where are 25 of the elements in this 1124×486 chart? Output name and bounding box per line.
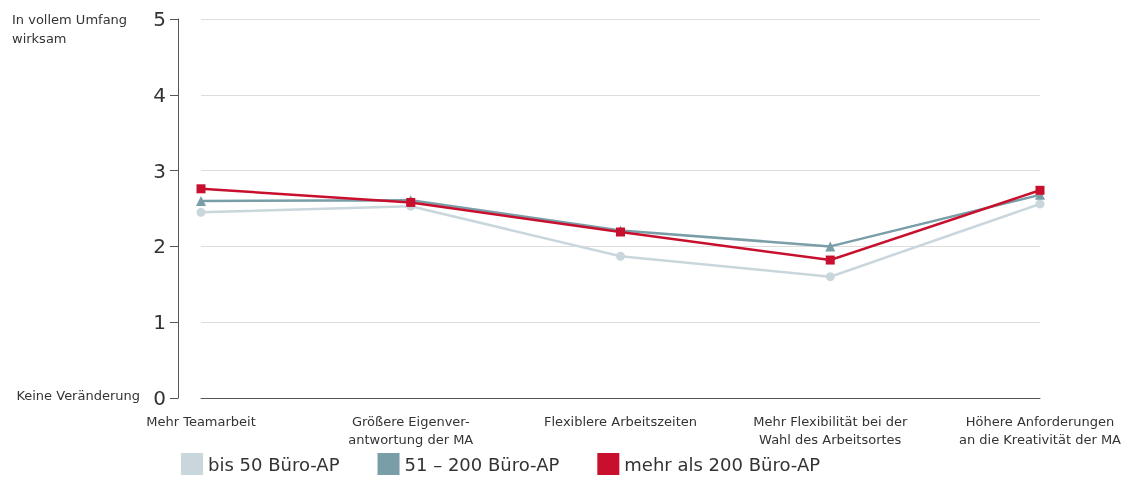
x-tick-label: Höhere Anforderungen an die Kreativität der MA xyxy=(958,413,1122,447)
point xyxy=(825,255,835,265)
y-tick-label: 2 xyxy=(153,234,166,259)
legend-label: mehr als 200 Büro-AP xyxy=(624,453,821,475)
legend-label: bis 50 Büro-AP xyxy=(208,453,340,475)
point xyxy=(196,184,206,194)
point xyxy=(1035,199,1045,209)
y-tick-label: 5 xyxy=(153,7,166,31)
y-tick-label: 1 xyxy=(153,310,166,335)
x-tick-label: Größere Eigenver- antwortung der MA xyxy=(348,413,474,447)
y-tick-label: 0 xyxy=(153,386,166,410)
point xyxy=(196,195,206,206)
text: Keine Veränderung xyxy=(16,388,141,403)
x-tick-label: Mehr Teamarbeit xyxy=(146,413,256,429)
point xyxy=(825,241,836,252)
y-tick-label: 3 xyxy=(153,158,166,183)
point xyxy=(825,272,835,282)
text: In vollem Umfang wirksam xyxy=(12,12,128,46)
legend-label: 51 – 200 Büro-AP xyxy=(404,453,560,475)
x-tick-label: Mehr Flexibilität bei der Wahl des Arbeitsortes xyxy=(753,413,908,447)
point xyxy=(196,207,206,217)
point xyxy=(616,251,625,261)
y-tick-label: 4 xyxy=(153,82,166,107)
point xyxy=(1035,185,1045,195)
x-tick-label: Flexiblere Arbeitszeiten xyxy=(544,413,697,429)
